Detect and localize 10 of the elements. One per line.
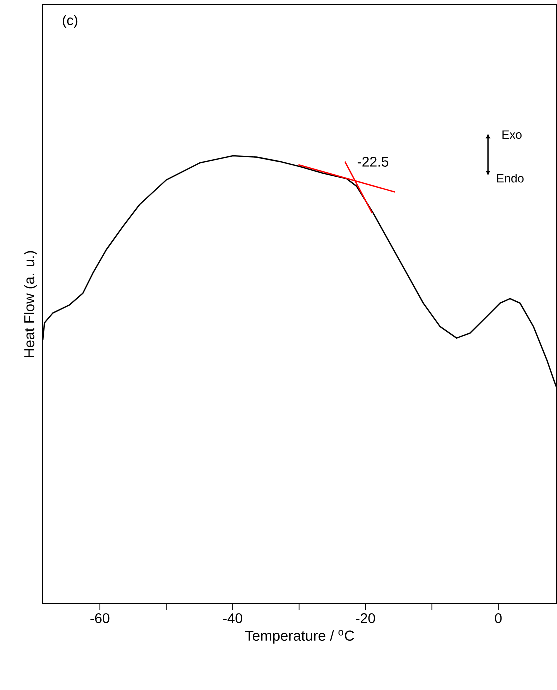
x-tick-label: -20 — [356, 614, 376, 624]
text: Exo — [502, 130, 522, 140]
x-axis-title: Temperature / $^{o}$C — [245, 630, 354, 644]
x-tick-label: -40 — [223, 614, 242, 624]
annotation: -22.5 — [358, 157, 388, 167]
x-tick-label: -60 — [90, 614, 110, 624]
y-axis-title: Heat Flow (a. u.) — [24, 251, 38, 358]
text: (c) — [62, 15, 78, 28]
annotation: Endo — [497, 174, 524, 183]
x-tick-label: 0 — [494, 614, 502, 624]
